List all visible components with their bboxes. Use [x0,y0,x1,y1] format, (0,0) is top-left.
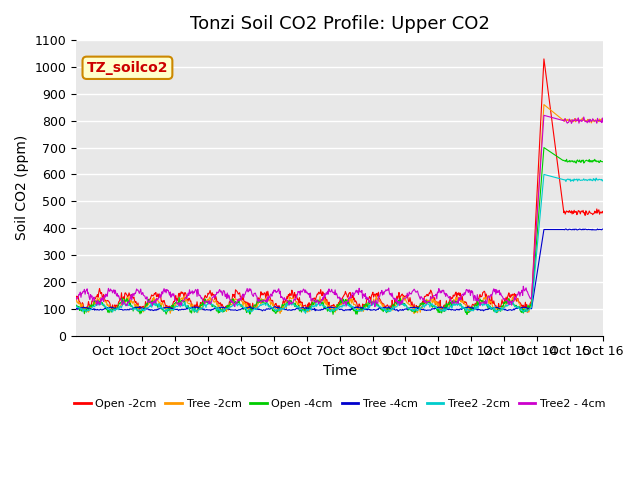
Y-axis label: Soil CO2 (ppm): Soil CO2 (ppm) [15,135,29,240]
Title: Tonzi Soil CO2 Profile: Upper CO2: Tonzi Soil CO2 Profile: Upper CO2 [189,15,490,33]
Legend: Open -2cm, Tree -2cm, Open -4cm, Tree -4cm, Tree2 -2cm, Tree2 - 4cm: Open -2cm, Tree -2cm, Open -4cm, Tree -4… [70,395,609,413]
X-axis label: Time: Time [323,364,356,378]
Text: TZ_soilco2: TZ_soilco2 [86,61,168,75]
